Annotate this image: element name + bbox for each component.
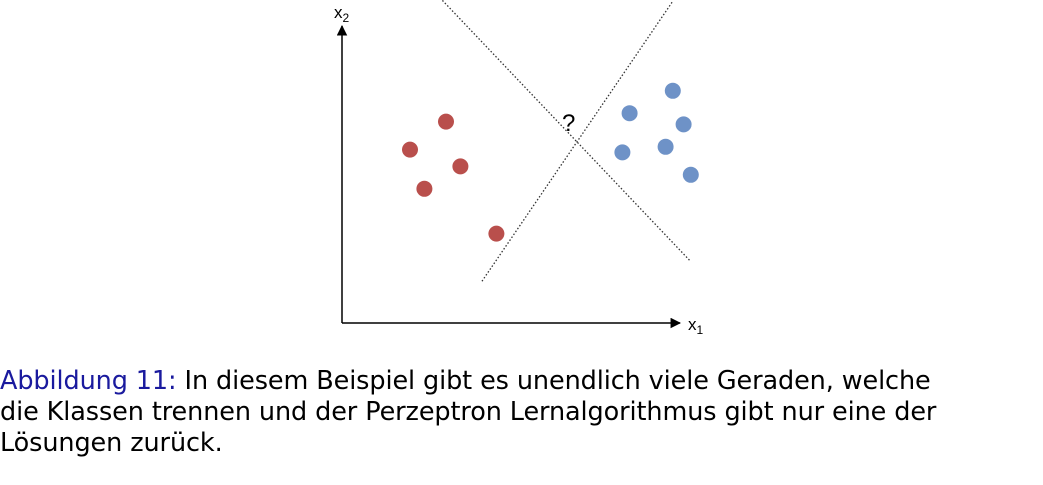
class-b-point-1 [664,82,681,99]
perceptron-figure: x2 x1 ? [334,0,704,337]
caption-line-1: Abbildung 11: In diesem Beispiel gibt es… [0,366,1043,397]
y-axis-label: x2 [334,3,350,25]
class-a-point-4 [416,180,433,197]
class-b-point-3 [675,116,692,133]
x-axis-label: x1 [688,315,704,337]
class-a-point-3 [452,158,469,175]
separator-line-2 [481,0,674,282]
class-a-point-2 [402,141,418,158]
class-b-point-4 [657,138,674,155]
caption-figure-label: Abbildung 11: [0,366,177,396]
class-b-point-5 [614,144,631,161]
question-mark: ? [562,110,575,137]
caption-text-1: In diesem Beispiel gibt es unendlich vie… [184,366,931,396]
separator-line-1 [441,0,692,263]
caption-line-3: Lösungen zurück. [0,428,223,458]
class-a-point-1 [438,113,454,130]
caption-line-2: die Klassen trennen und der Perzeptron L… [0,397,937,427]
figure-caption: Abbildung 11: In diesem Beispiel gibt es… [0,366,1043,459]
class-b-points [614,82,699,183]
class-b-point-6 [682,166,699,183]
class-b-point-2 [621,105,638,122]
class-a-point-5 [488,225,505,242]
separator-lines [441,0,692,282]
class-a-points [402,113,505,242]
